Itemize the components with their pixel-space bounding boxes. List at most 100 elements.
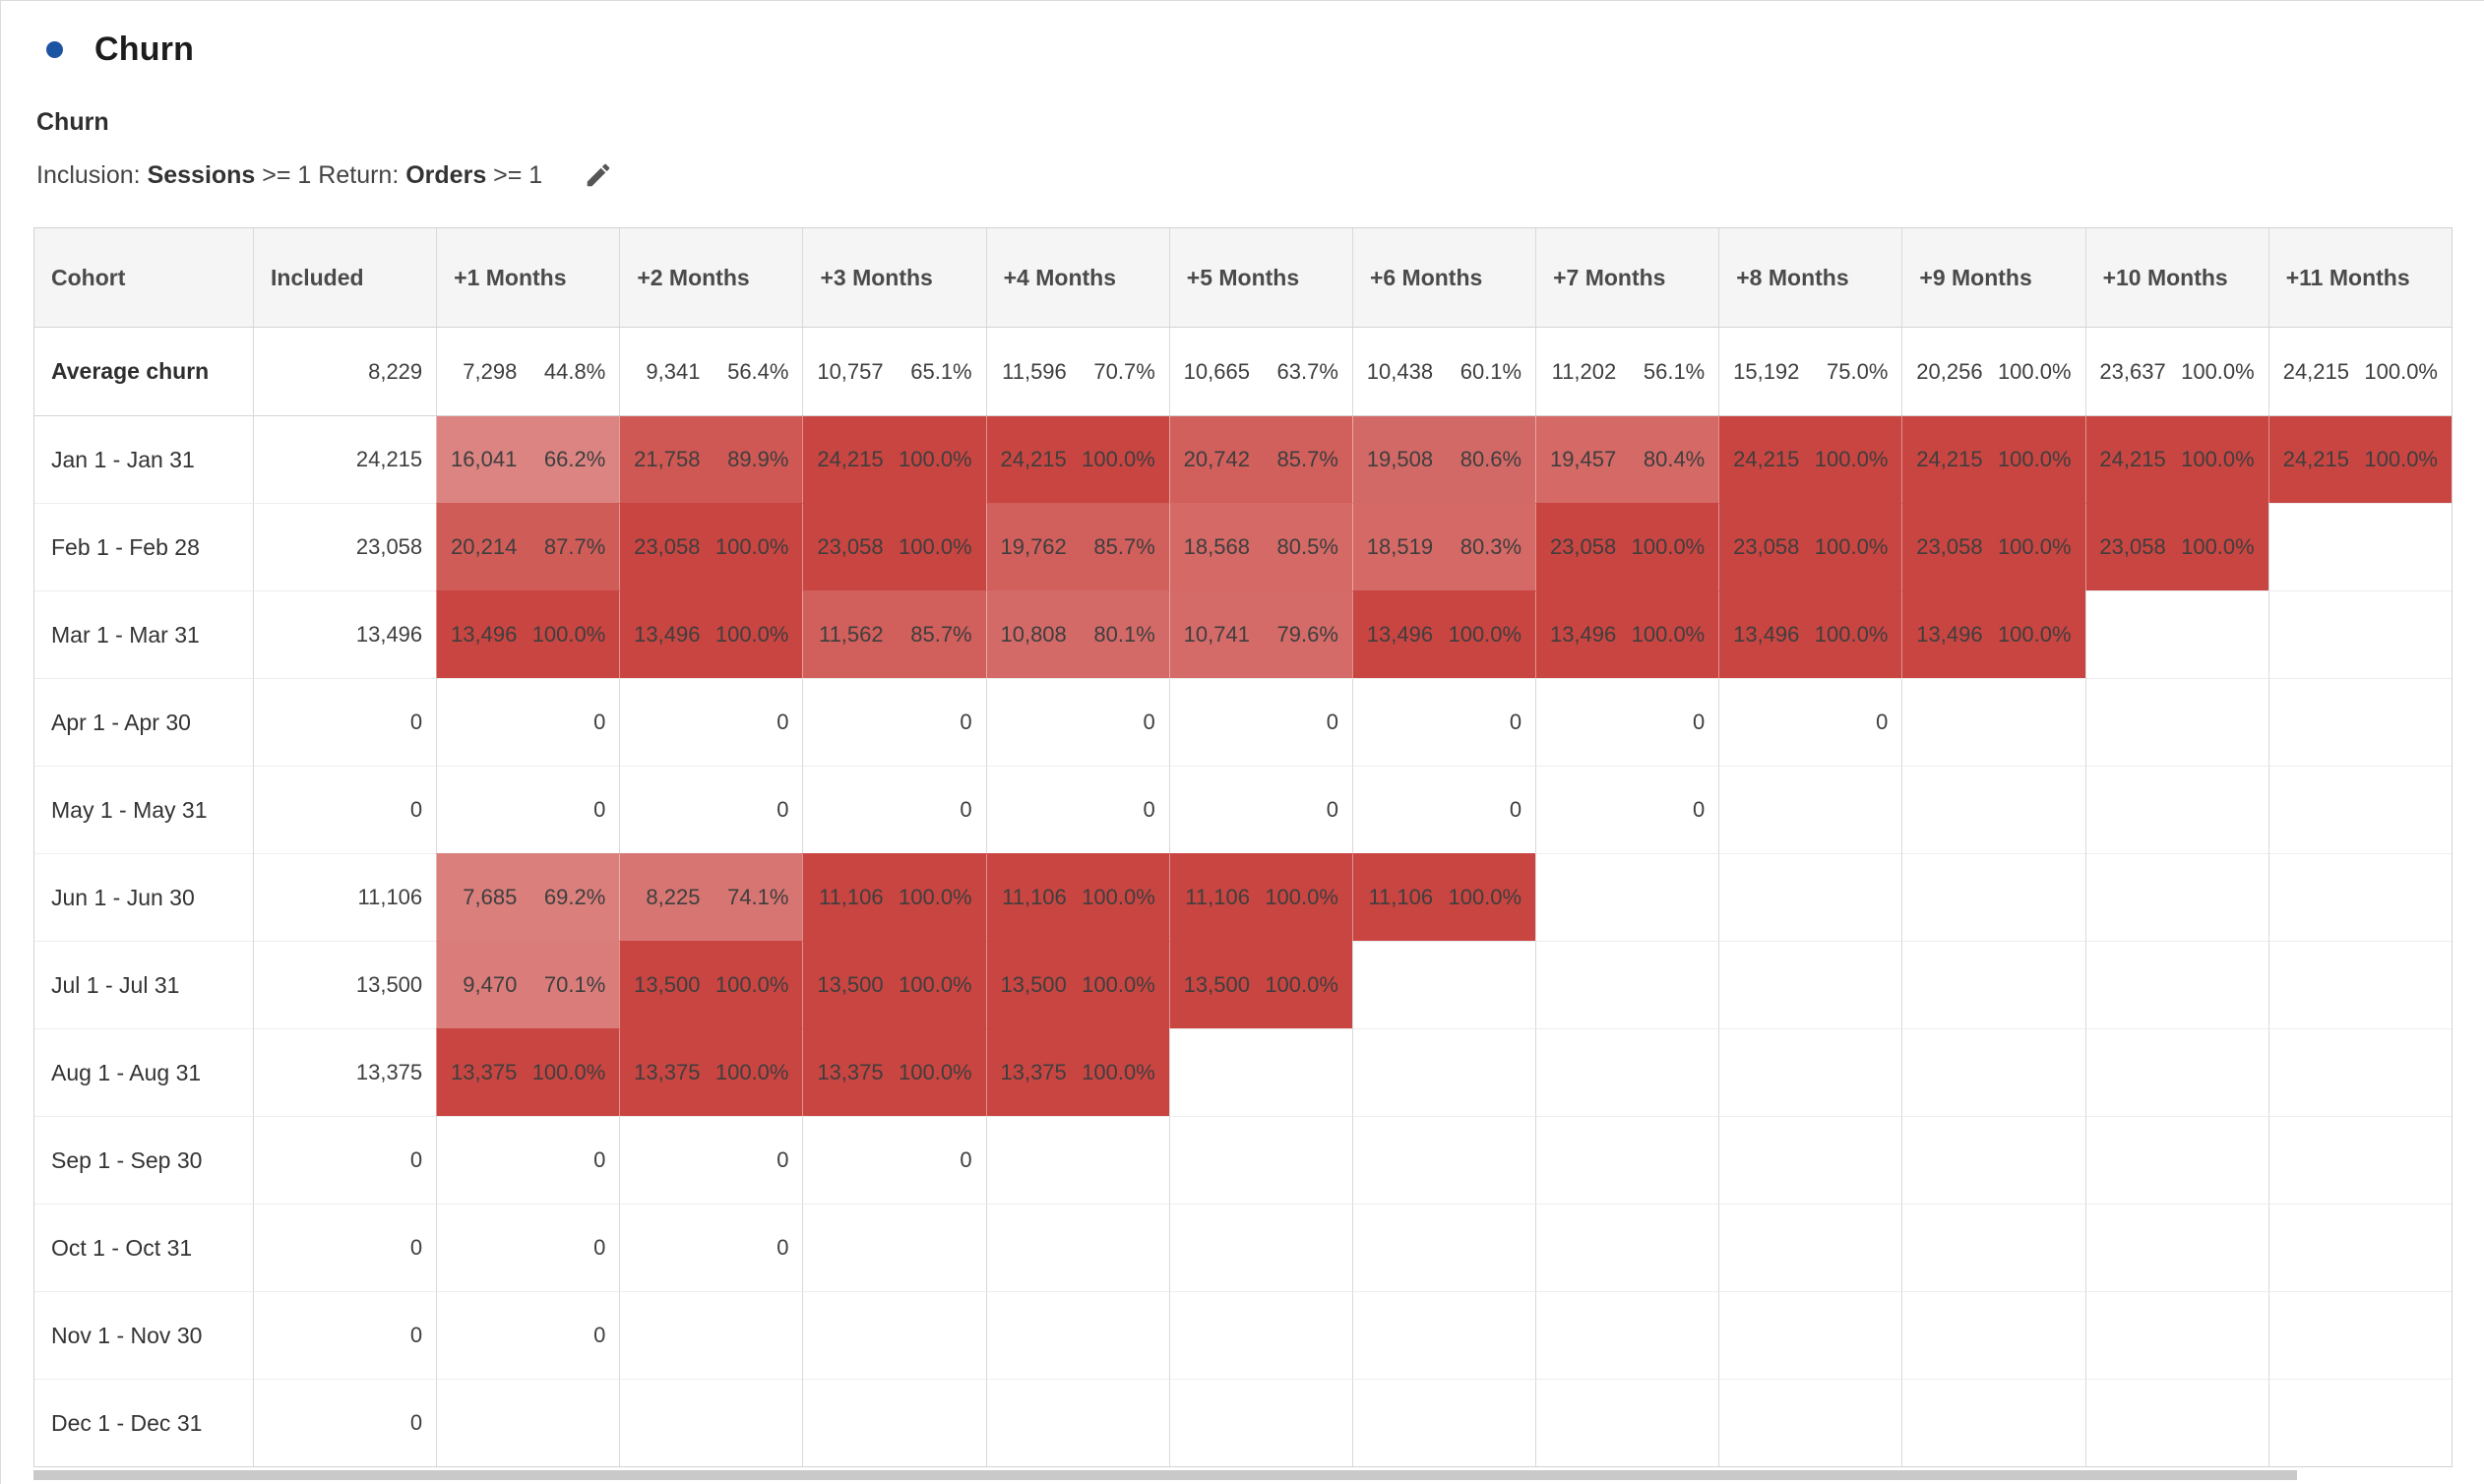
column-header[interactable]: +2 Months (619, 228, 803, 328)
empty-cell[interactable] (1168, 1291, 1352, 1379)
month-cell[interactable]: 23,058 100.0% (1535, 503, 1719, 590)
included-cell[interactable]: 0 (253, 678, 437, 766)
month-cell[interactable]: 0 (802, 1116, 986, 1204)
empty-cell[interactable] (985, 1116, 1169, 1204)
empty-cell[interactable] (2267, 1116, 2452, 1204)
empty-cell[interactable] (619, 1379, 803, 1466)
empty-cell[interactable] (1718, 853, 1902, 941)
empty-cell[interactable] (2084, 678, 2268, 766)
month-cell[interactable]: 23,058 100.0% (802, 503, 986, 590)
empty-cell[interactable] (1351, 1116, 1536, 1204)
cohort-label[interactable]: Nov 1 - Nov 30 (34, 1291, 253, 1379)
month-cell[interactable]: 0 (1168, 678, 1352, 766)
empty-cell[interactable] (2084, 1291, 2268, 1379)
empty-cell[interactable] (1351, 941, 1536, 1028)
empty-cell[interactable] (2267, 853, 2452, 941)
month-cell[interactable]: 13,496 100.0% (1535, 590, 1719, 678)
month-cell[interactable]: 7,298 44.8% (436, 328, 619, 415)
month-cell[interactable]: 19,457 80.4% (1535, 415, 1719, 503)
month-cell[interactable]: 15,192 75.0% (1718, 328, 1901, 415)
column-header[interactable]: +9 Months (1901, 228, 2085, 328)
empty-cell[interactable] (1535, 941, 1719, 1028)
column-header[interactable]: +11 Months (2267, 228, 2452, 328)
scrollbar-thumb[interactable] (33, 1470, 2297, 1480)
empty-cell[interactable] (2267, 941, 2452, 1028)
empty-cell[interactable] (1901, 766, 2085, 853)
included-cell[interactable]: 13,496 (253, 590, 437, 678)
month-cell[interactable]: 24,215 100.0% (1901, 415, 2085, 503)
month-cell[interactable]: 24,215 100.0% (2084, 415, 2268, 503)
month-cell[interactable]: 7,685 69.2% (436, 853, 620, 941)
month-cell[interactable]: 9,470 70.1% (436, 941, 620, 1028)
empty-cell[interactable] (1535, 853, 1719, 941)
month-cell[interactable]: 10,741 79.6% (1168, 590, 1352, 678)
cohort-label[interactable]: Oct 1 - Oct 31 (34, 1204, 253, 1291)
empty-cell[interactable] (2084, 1116, 2268, 1204)
column-header[interactable]: +8 Months (1718, 228, 1902, 328)
month-cell[interactable]: 0 (802, 678, 986, 766)
empty-cell[interactable] (1535, 1379, 1719, 1466)
month-cell[interactable]: 23,058 100.0% (1718, 503, 1902, 590)
included-cell[interactable]: 11,106 (253, 853, 437, 941)
month-cell[interactable]: 8,225 74.1% (619, 853, 803, 941)
month-cell[interactable]: 13,375 100.0% (802, 1028, 986, 1116)
month-cell[interactable]: 16,041 66.2% (436, 415, 620, 503)
empty-cell[interactable] (1718, 941, 1902, 1028)
empty-cell[interactable] (2267, 1204, 2452, 1291)
month-cell[interactable]: 13,500 100.0% (1168, 941, 1352, 1028)
month-cell[interactable]: 11,106 100.0% (1168, 853, 1352, 941)
included-cell[interactable]: 0 (253, 1379, 437, 1466)
month-cell[interactable]: 19,762 85.7% (985, 503, 1169, 590)
cohort-label[interactable]: Mar 1 - Mar 31 (34, 590, 253, 678)
empty-cell[interactable] (2084, 1379, 2268, 1466)
column-header[interactable]: Cohort (34, 228, 253, 328)
month-cell[interactable]: 24,215 100.0% (2267, 328, 2452, 415)
month-cell[interactable]: 11,562 85.7% (802, 590, 986, 678)
empty-cell[interactable] (2267, 1379, 2452, 1466)
column-header[interactable]: +1 Months (436, 228, 620, 328)
empty-cell[interactable] (1168, 1028, 1352, 1116)
month-cell[interactable]: 24,215 100.0% (1718, 415, 1902, 503)
empty-cell[interactable] (2084, 1204, 2268, 1291)
empty-cell[interactable] (1901, 678, 2085, 766)
empty-cell[interactable] (2084, 1028, 2268, 1116)
month-cell[interactable]: 10,665 63.7% (1168, 328, 1352, 415)
month-cell[interactable]: 0 (1168, 766, 1352, 853)
month-cell[interactable]: 0 (802, 766, 986, 853)
column-header[interactable]: +4 Months (985, 228, 1169, 328)
horizontal-scrollbar[interactable] (33, 1470, 2420, 1480)
empty-cell[interactable] (1901, 1379, 2085, 1466)
empty-cell[interactable] (1351, 1291, 1536, 1379)
included-cell[interactable]: 24,215 (253, 415, 437, 503)
cohort-label[interactable]: Feb 1 - Feb 28 (34, 503, 253, 590)
month-cell[interactable]: 0 (436, 1116, 620, 1204)
cohort-label[interactable]: Dec 1 - Dec 31 (34, 1379, 253, 1466)
month-cell[interactable]: 24,215 100.0% (2267, 415, 2452, 503)
included-cell[interactable]: 13,500 (253, 941, 437, 1028)
month-cell[interactable]: 0 (985, 766, 1169, 853)
month-cell[interactable]: 19,508 80.6% (1351, 415, 1536, 503)
empty-cell[interactable] (1351, 1028, 1536, 1116)
included-cell[interactable]: 0 (253, 1204, 437, 1291)
column-header[interactable]: +10 Months (2084, 228, 2268, 328)
empty-cell[interactable] (1535, 1116, 1719, 1204)
month-cell[interactable]: 0 (619, 766, 803, 853)
included-cell[interactable]: 8,229 (253, 328, 436, 415)
column-header[interactable]: Included (253, 228, 437, 328)
month-cell[interactable]: 13,375 100.0% (619, 1028, 803, 1116)
month-cell[interactable]: 13,496 100.0% (619, 590, 803, 678)
month-cell[interactable]: 11,106 100.0% (802, 853, 986, 941)
month-cell[interactable]: 23,058 100.0% (1901, 503, 2085, 590)
month-cell[interactable]: 13,375 100.0% (436, 1028, 620, 1116)
empty-cell[interactable] (1168, 1204, 1352, 1291)
month-cell[interactable]: 13,496 100.0% (1901, 590, 2085, 678)
month-cell[interactable]: 18,568 80.5% (1168, 503, 1352, 590)
included-cell[interactable]: 23,058 (253, 503, 437, 590)
cohort-label[interactable]: Average churn (51, 358, 210, 384)
empty-cell[interactable] (2084, 766, 2268, 853)
empty-cell[interactable] (2084, 853, 2268, 941)
empty-cell[interactable] (1901, 1116, 2085, 1204)
month-cell[interactable]: 0 (619, 678, 803, 766)
empty-cell[interactable] (1718, 1204, 1902, 1291)
month-cell[interactable]: 13,496 100.0% (1718, 590, 1902, 678)
